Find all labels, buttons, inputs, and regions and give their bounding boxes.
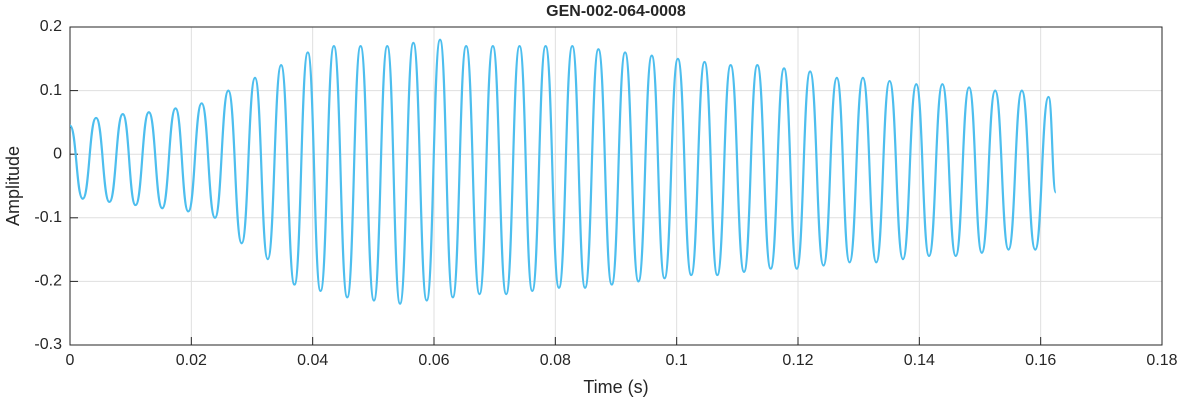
y-tick-label: -0.2 xyxy=(34,273,62,290)
x-tick-label: 0.04 xyxy=(297,352,328,369)
x-tick-label: 0.02 xyxy=(176,352,207,369)
y-tick-label: 0.2 xyxy=(40,18,62,35)
data-line xyxy=(68,38,1057,305)
y-axis-label: Amplitude xyxy=(3,146,23,226)
x-tick-label: 0.1 xyxy=(666,352,688,369)
x-tick-label: 0.08 xyxy=(540,352,571,369)
x-tick-label: 0.16 xyxy=(1025,352,1056,369)
x-axis-label: Time (s) xyxy=(583,377,648,397)
plot-frame xyxy=(69,26,1163,346)
y-tick-label: -0.1 xyxy=(34,209,62,226)
x-tick-label: 0.06 xyxy=(418,352,449,369)
x-tick-label: 0.14 xyxy=(904,352,935,369)
chart-title: GEN-002-064-0008 xyxy=(546,3,686,20)
y-tick-label: 0.1 xyxy=(40,82,62,99)
x-tick-label: 0 xyxy=(66,352,75,369)
y-tick-label: 0 xyxy=(53,145,62,162)
y-tick-label: -0.3 xyxy=(34,336,62,353)
x-tick-label: 0.12 xyxy=(782,352,813,369)
x-tick-label: 0.18 xyxy=(1146,352,1177,369)
